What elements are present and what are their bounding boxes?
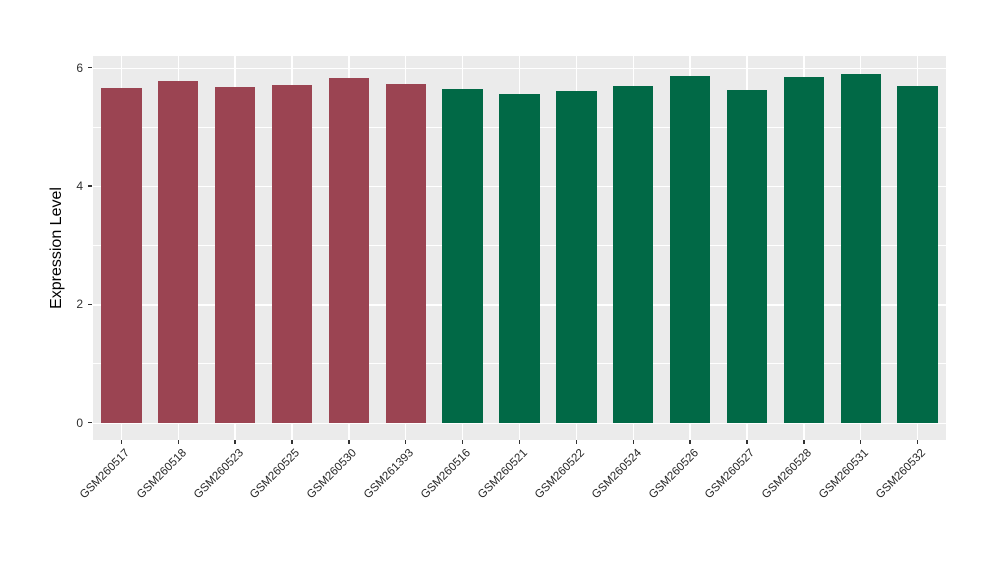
y-tick-label-2: 2	[76, 297, 83, 312]
x-tick-label-GSM261393: GSM261393	[362, 447, 417, 502]
x-tick-label-GSM260518: GSM260518	[134, 447, 189, 502]
bar-GSM260517	[101, 88, 142, 423]
y-tick-label-4: 4	[76, 178, 83, 193]
x-tick-mark-GSM260521	[518, 440, 521, 444]
x-tick-mark-GSM260522	[575, 440, 578, 444]
x-tick-mark-GSM260530	[348, 440, 350, 444]
bar-GSM260525	[271, 85, 313, 423]
bar-GSM260531	[840, 74, 881, 423]
y-tick-mark-6	[88, 66, 92, 69]
bar-GSM260518	[158, 81, 199, 423]
y-axis-title: Expression Level	[48, 187, 65, 309]
bar-GSM260521	[499, 93, 540, 423]
y-tick-mark-4	[88, 185, 92, 187]
x-tick-mark-GSM260531	[860, 440, 862, 444]
x-tick-label-GSM260521: GSM260521	[475, 447, 530, 502]
x-tick-mark-GSM260527	[746, 440, 748, 444]
bar-GSM260528	[783, 77, 825, 423]
bar-GSM260523	[214, 87, 256, 423]
x-tick-mark-GSM260525	[291, 440, 293, 444]
bar-GSM260530	[328, 78, 370, 423]
x-tick-label-GSM260524: GSM260524	[589, 447, 644, 502]
y-tick-mark-0	[88, 421, 92, 424]
y-tick-mark-2	[88, 303, 92, 305]
x-tick-label-GSM260526: GSM260526	[646, 447, 701, 502]
x-tick-label-GSM260532: GSM260532	[873, 447, 929, 502]
x-tick-mark-GSM260517	[120, 440, 123, 444]
x-tick-mark-GSM260528	[803, 440, 805, 444]
x-tick-label-GSM260525: GSM260525	[248, 447, 303, 502]
x-tick-label-GSM260517: GSM260517	[77, 447, 132, 502]
y-tick-label-0: 0	[76, 415, 83, 430]
bar-GSM260524	[613, 85, 654, 423]
bar-GSM260532	[897, 85, 938, 423]
y-tick-label-6: 6	[76, 60, 83, 75]
x-tick-mark-GSM260526	[689, 440, 691, 444]
x-tick-mark-GSM260518	[177, 440, 179, 444]
x-tick-label-GSM260528: GSM260528	[760, 447, 815, 502]
x-tick-mark-GSM260532	[916, 440, 919, 444]
x-tick-mark-GSM260523	[234, 440, 236, 444]
bar-GSM261393	[385, 84, 426, 423]
x-tick-label-GSM260530: GSM260530	[305, 447, 360, 502]
x-tick-label-GSM260523: GSM260523	[191, 447, 246, 502]
x-tick-label-GSM260522: GSM260522	[532, 447, 587, 502]
x-tick-mark-GSM260524	[632, 440, 634, 444]
x-tick-label-GSM260527: GSM260527	[703, 447, 758, 502]
bar-GSM260516	[442, 88, 483, 423]
x-tick-mark-GSM260516	[461, 440, 464, 444]
bar-GSM260527	[726, 90, 768, 423]
x-tick-mark-GSM261393	[405, 440, 407, 444]
bar-GSM260522	[556, 91, 597, 423]
bar-GSM260526	[669, 75, 711, 423]
x-tick-label-GSM260516: GSM260516	[418, 447, 474, 502]
plot-panel	[93, 56, 946, 440]
x-tick-label-GSM260531: GSM260531	[817, 447, 872, 502]
